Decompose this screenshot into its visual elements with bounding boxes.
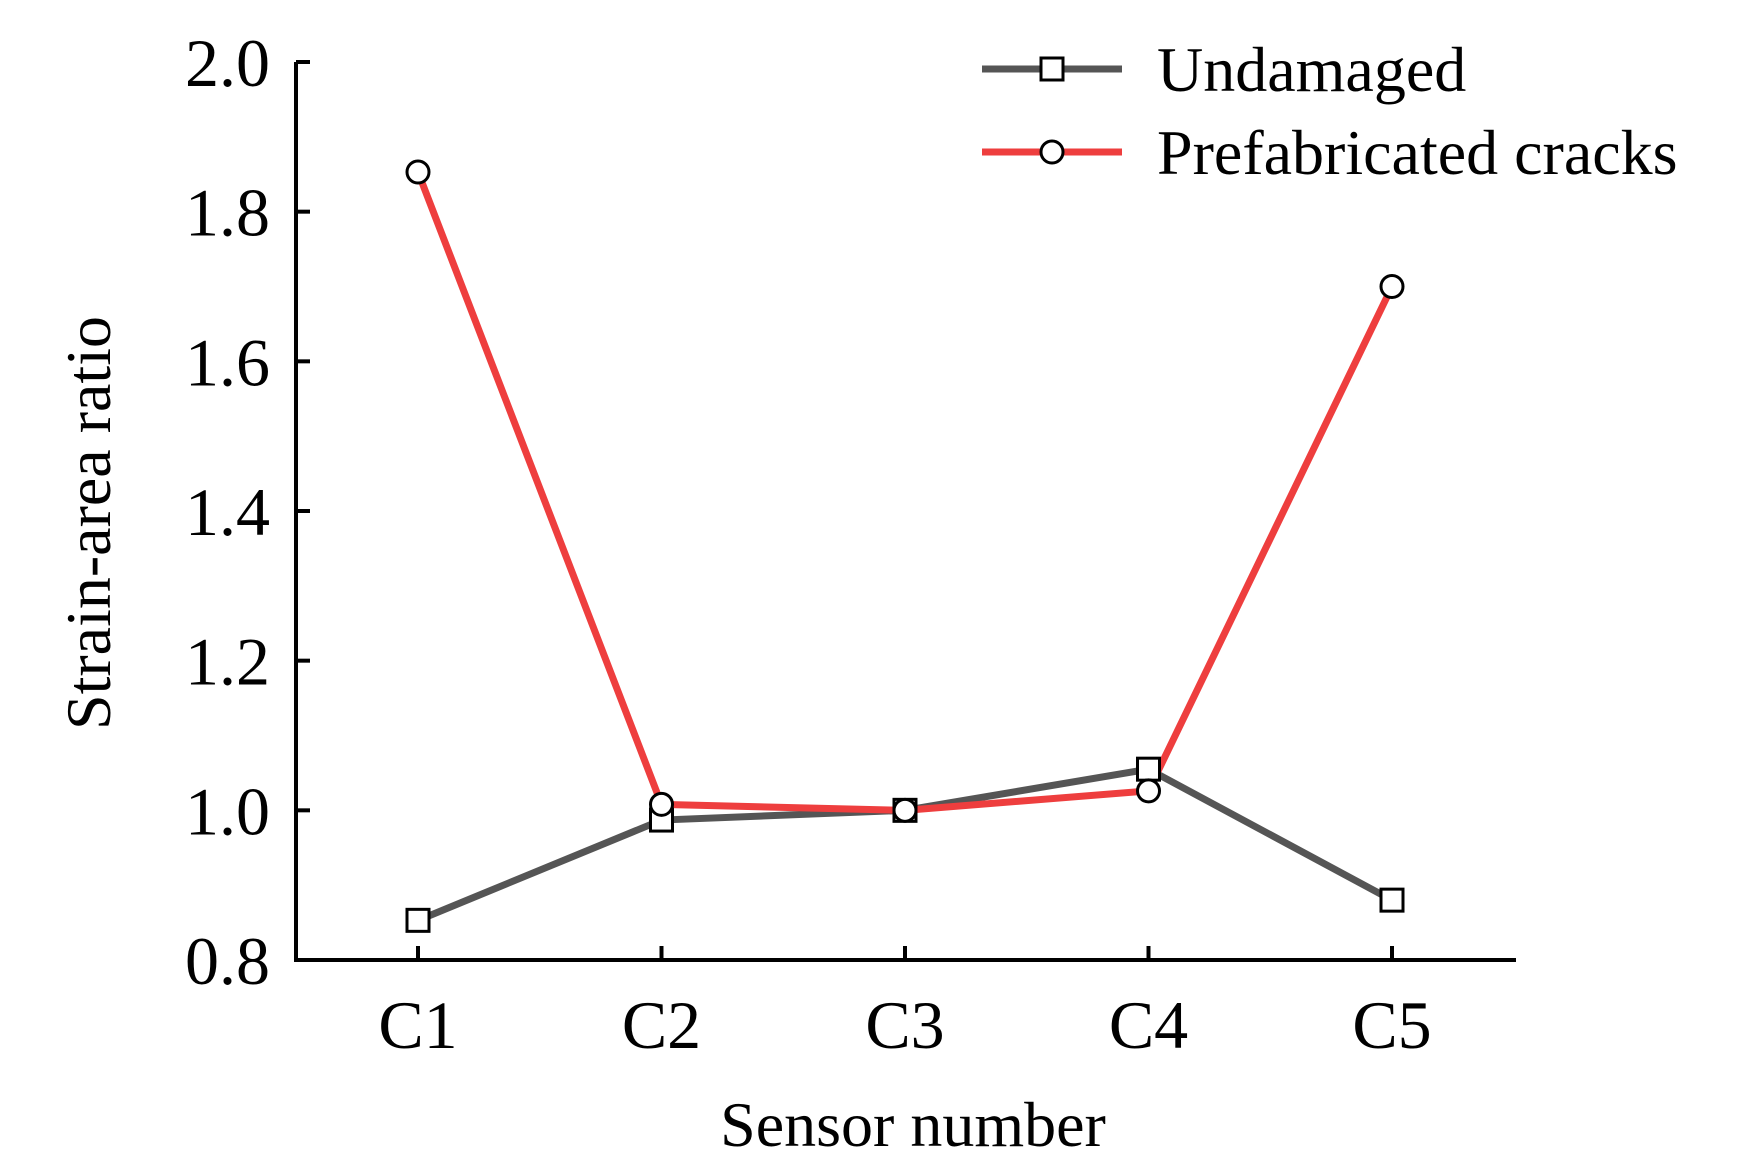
y-tick-label: 1.6	[185, 324, 270, 400]
axes	[294, 60, 1516, 962]
legend: Undamaged Prefabricated cracks	[982, 34, 1678, 188]
y-axis-title: Strain-area ratio	[53, 316, 124, 730]
y-tick-label: 1.2	[185, 624, 270, 700]
x-tick-label: C3	[865, 987, 944, 1063]
x-tick-label: C1	[378, 987, 457, 1063]
legend-marker-circle	[1039, 139, 1065, 165]
x-axis-title: Sensor number	[720, 1089, 1106, 1160]
data-point-circle	[405, 159, 431, 185]
legend-marker-square	[1039, 56, 1065, 82]
data-point-circle	[1379, 274, 1405, 299]
series-line-2	[414, 170, 1396, 814]
y-tick-label: 2.0	[185, 25, 270, 101]
data-point-circle	[892, 797, 918, 823]
x-tick-label: C5	[1352, 987, 1431, 1063]
legend-label: Undamaged	[1157, 34, 1466, 105]
data-point-circle	[649, 791, 674, 817]
y-tick-label: 1.4	[185, 474, 270, 550]
x-tick-label: C2	[622, 987, 701, 1063]
data-point-square	[405, 907, 431, 933]
data-point-square	[1379, 887, 1405, 913]
tick-labels: 0.8 1.0 1.2 1.4 1.6 1.8 2.0 C1 C2 C3 C4 C5	[185, 25, 1432, 1063]
y-tick-label: 0.8	[185, 923, 270, 999]
legend-label: Prefabricated cracks	[1157, 117, 1678, 188]
data-point-square	[1136, 756, 1161, 782]
y-tick-label: 1.0	[185, 773, 270, 849]
x-tick-label: C4	[1109, 987, 1188, 1063]
series-line-1	[416, 765, 1394, 924]
plot-markers	[405, 159, 1405, 933]
data-point-circle	[1136, 778, 1161, 804]
y-tick-label: 1.8	[185, 175, 270, 251]
